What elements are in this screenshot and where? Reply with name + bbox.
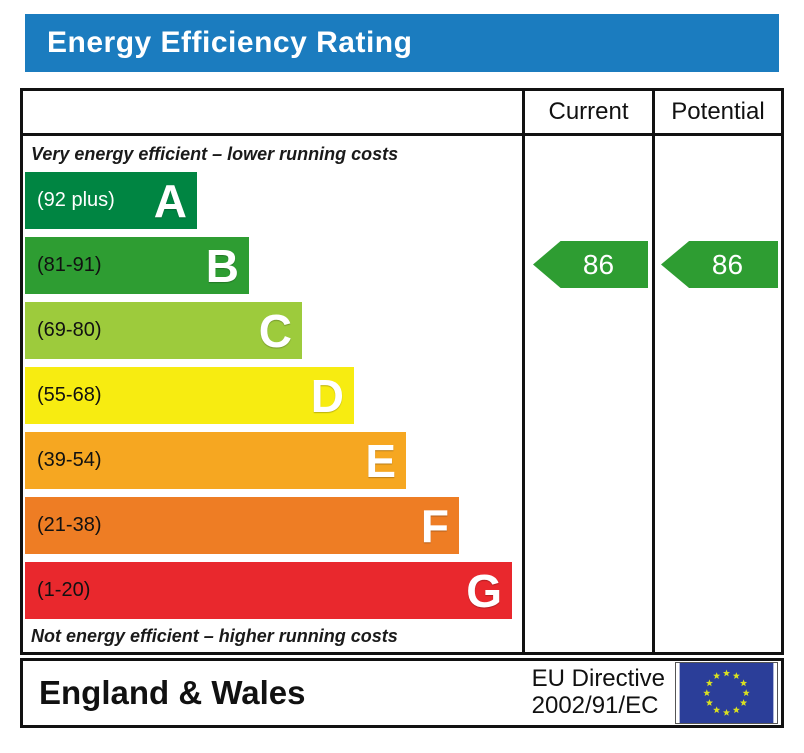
caption-bottom: Not energy efficient – higher running co…	[31, 626, 398, 646]
band-letter: E	[365, 434, 396, 487]
header-potential: Potential	[652, 91, 781, 133]
band-row-a: (92 plus) A	[25, 172, 197, 229]
eu-directive-line2: 2002/91/EC	[531, 692, 659, 719]
potential-column: 86	[652, 136, 781, 652]
table-header-row: Current Potential	[23, 91, 781, 136]
eu-directive-label: EU Directive 2002/91/EC	[531, 665, 665, 720]
band-letter: F	[420, 499, 449, 552]
band-range: (81-91)	[37, 254, 102, 276]
chart-column-spacer	[23, 91, 522, 133]
footer: England & Wales EU Directive 2002/91/EC	[20, 658, 784, 728]
band-range: (69-80)	[37, 319, 102, 341]
rating-scale: Very energy efficient – lower running co…	[23, 136, 522, 652]
band-range: (55-68)	[37, 384, 102, 406]
band-letter: B	[205, 239, 239, 292]
potential-rating-value: 86	[711, 248, 744, 280]
band-row-g: (1-20) G	[25, 562, 512, 619]
band-row-d: (55-68) D	[25, 367, 354, 424]
page-title: Energy Efficiency Rating	[47, 26, 413, 59]
band-letter: A	[153, 174, 187, 227]
table-body-row: Very energy efficient – lower running co…	[23, 136, 781, 652]
region-label: England & Wales	[39, 674, 306, 711]
current-rating-value: 86	[582, 248, 615, 280]
current-rating-arrow: 86	[533, 241, 648, 288]
band-letter: G	[466, 564, 502, 617]
band-letter: D	[310, 369, 344, 422]
rating-table: Current Potential Very energy efficient …	[20, 88, 784, 655]
band-row-e: (39-54) E	[25, 432, 406, 489]
band-row-c: (69-80) C	[25, 302, 302, 359]
band-range: (39-54)	[37, 449, 102, 471]
band-range: (21-38)	[37, 514, 102, 536]
caption-top: Very energy efficient – lower running co…	[31, 144, 399, 164]
band-range: (1-20)	[37, 579, 91, 601]
eu-directive-line1: EU Directive	[531, 665, 665, 693]
eu-flag-icon	[675, 662, 778, 724]
band-letter: C	[258, 304, 292, 357]
page-title-bar: Energy Efficiency Rating	[25, 14, 779, 72]
current-column: 86	[522, 136, 652, 652]
potential-rating-arrow: 86	[661, 241, 778, 288]
band-range: (92 plus)	[37, 189, 115, 211]
band-row-f: (21-38) F	[25, 497, 459, 554]
band-row-b: (81-91) B	[25, 237, 249, 294]
header-current: Current	[522, 91, 652, 133]
